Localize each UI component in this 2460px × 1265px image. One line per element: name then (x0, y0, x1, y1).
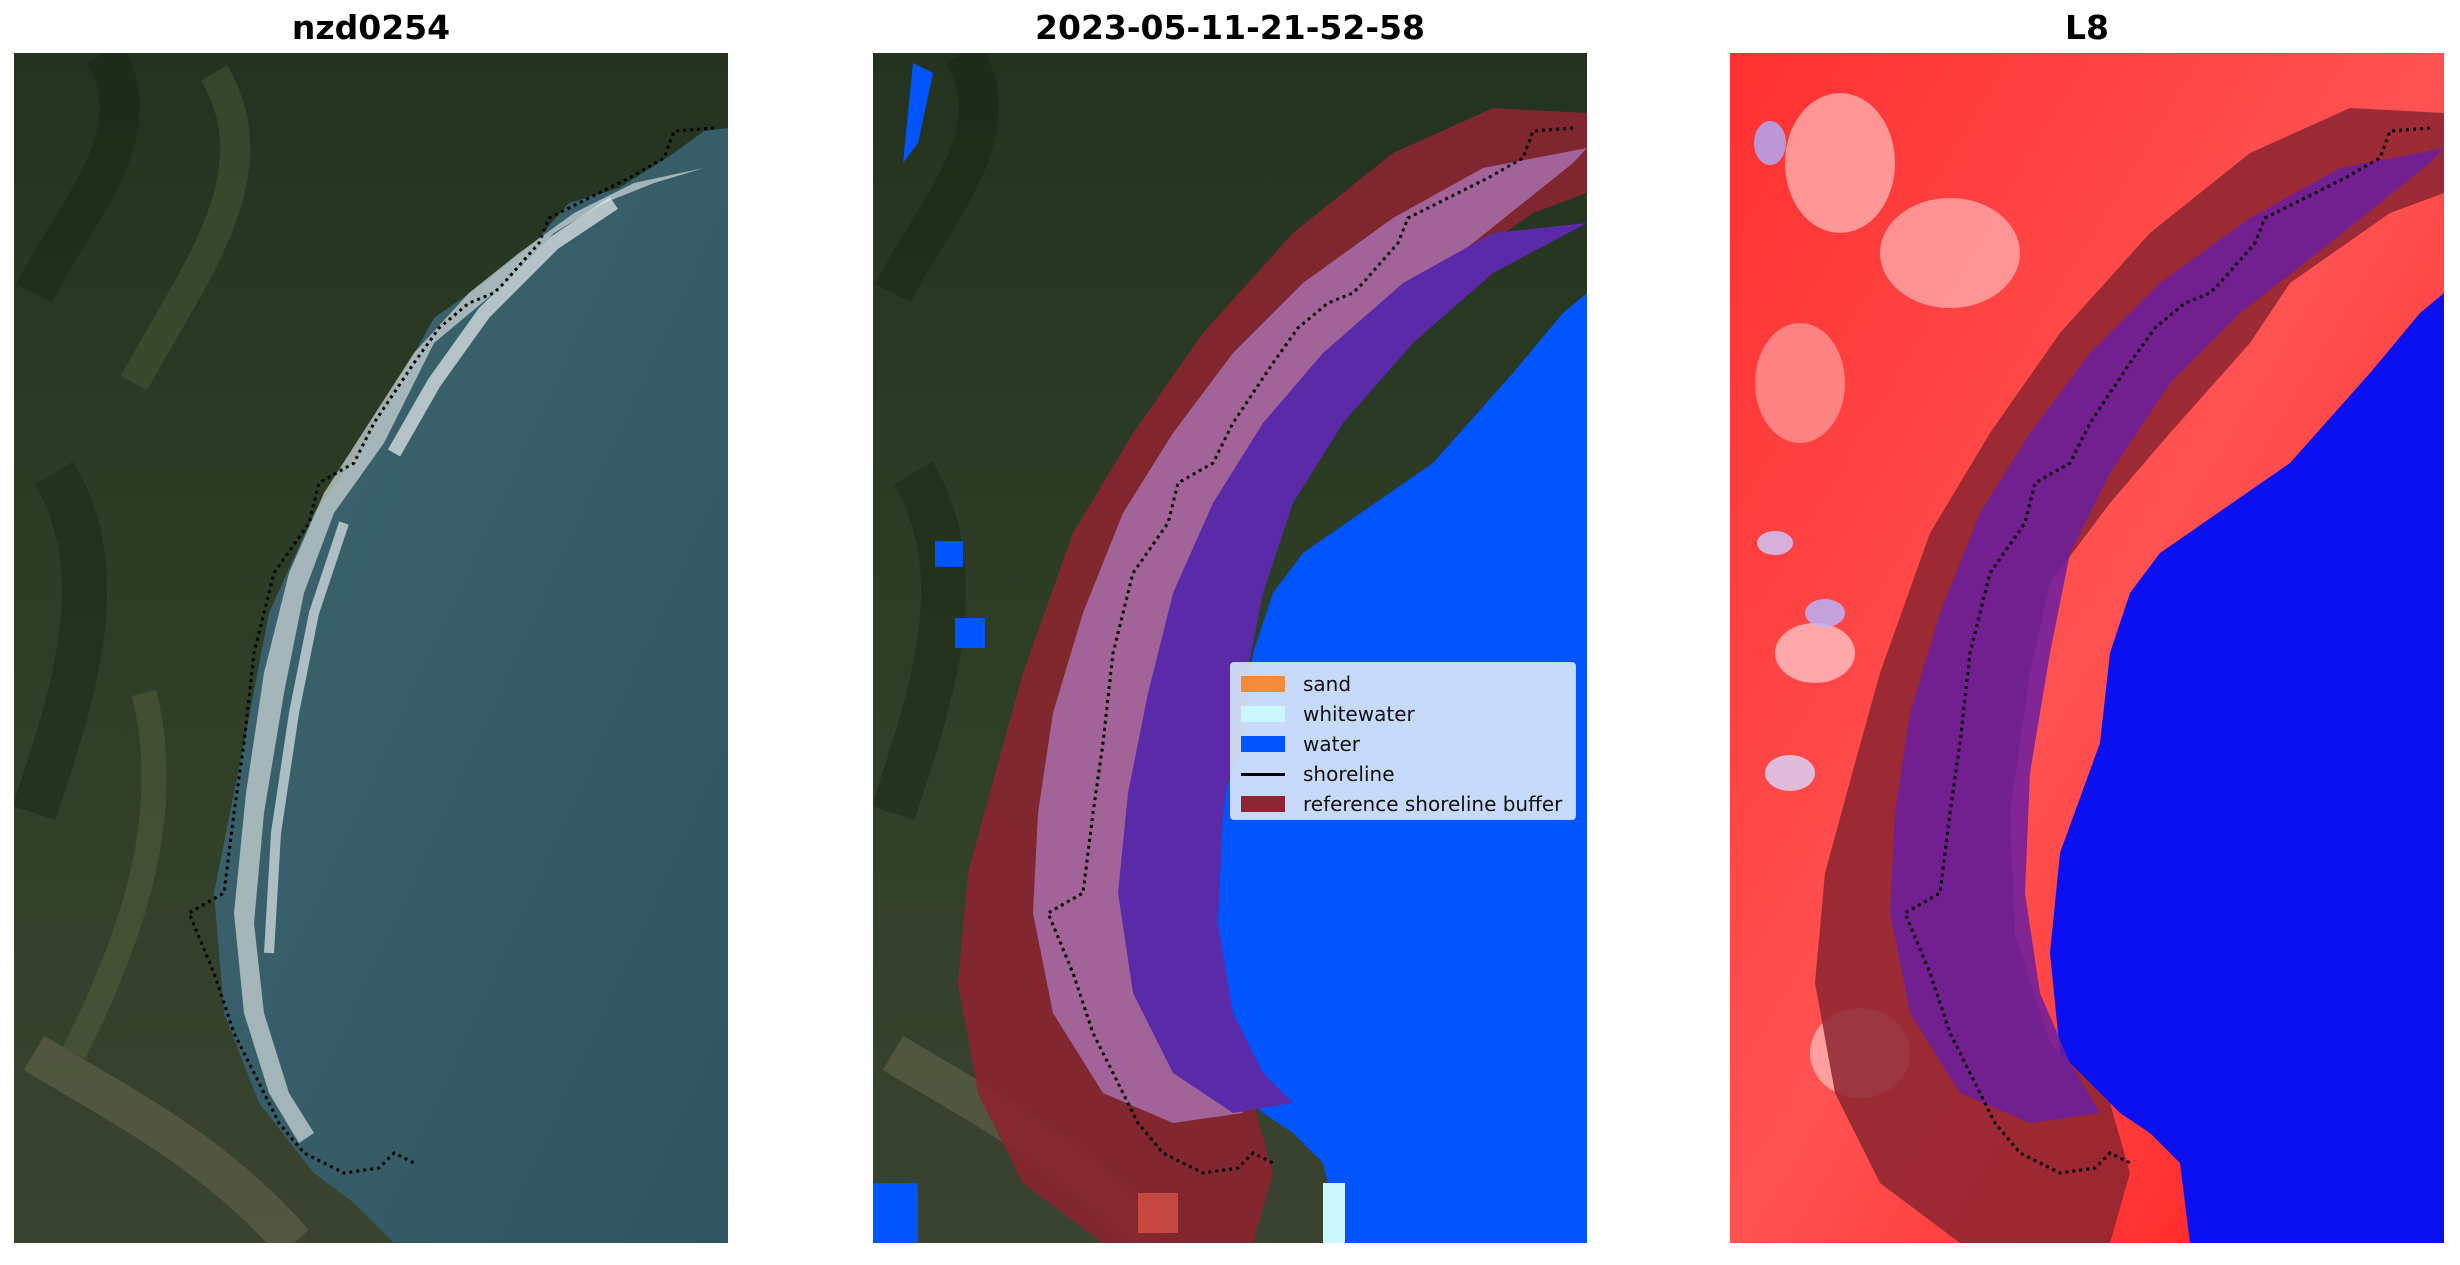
buffer-swatch (1241, 796, 1285, 812)
legend-item-water: water (1241, 729, 1565, 759)
legend-label: reference shoreline buffer (1303, 792, 1563, 816)
shoreline-line (187, 126, 715, 1175)
legend-item-shoreline: shoreline (1241, 759, 1565, 789)
legend-label: sand (1303, 672, 1352, 696)
whitewater-swatch (1241, 706, 1285, 722)
legend-label: water (1303, 732, 1360, 756)
legend-label: shoreline (1303, 762, 1395, 786)
legend: sand whitewater water shoreline referenc… (1230, 662, 1576, 820)
legend-label: whitewater (1303, 702, 1415, 726)
satellite-image (14, 53, 728, 1243)
water-swatch (1241, 736, 1285, 752)
classification-map (873, 53, 1587, 1243)
panel-title-classification: 2023-05-11-21-52-58 (1035, 8, 1425, 47)
index-panel (1730, 53, 2444, 1243)
legend-item-whitewater: whitewater (1241, 699, 1565, 729)
panel-title-index: L8 (2065, 8, 2109, 47)
sand-swatch (1241, 676, 1285, 692)
panel-title-image: nzd0254 (291, 8, 451, 47)
shoreline-swatch (1241, 772, 1285, 776)
classification-panel (873, 53, 1587, 1243)
satellite-image-panel (14, 53, 728, 1243)
index-map (1730, 53, 2444, 1243)
legend-item-reference-buffer: reference shoreline buffer (1241, 789, 1565, 819)
legend-item-sand: sand (1241, 669, 1565, 699)
